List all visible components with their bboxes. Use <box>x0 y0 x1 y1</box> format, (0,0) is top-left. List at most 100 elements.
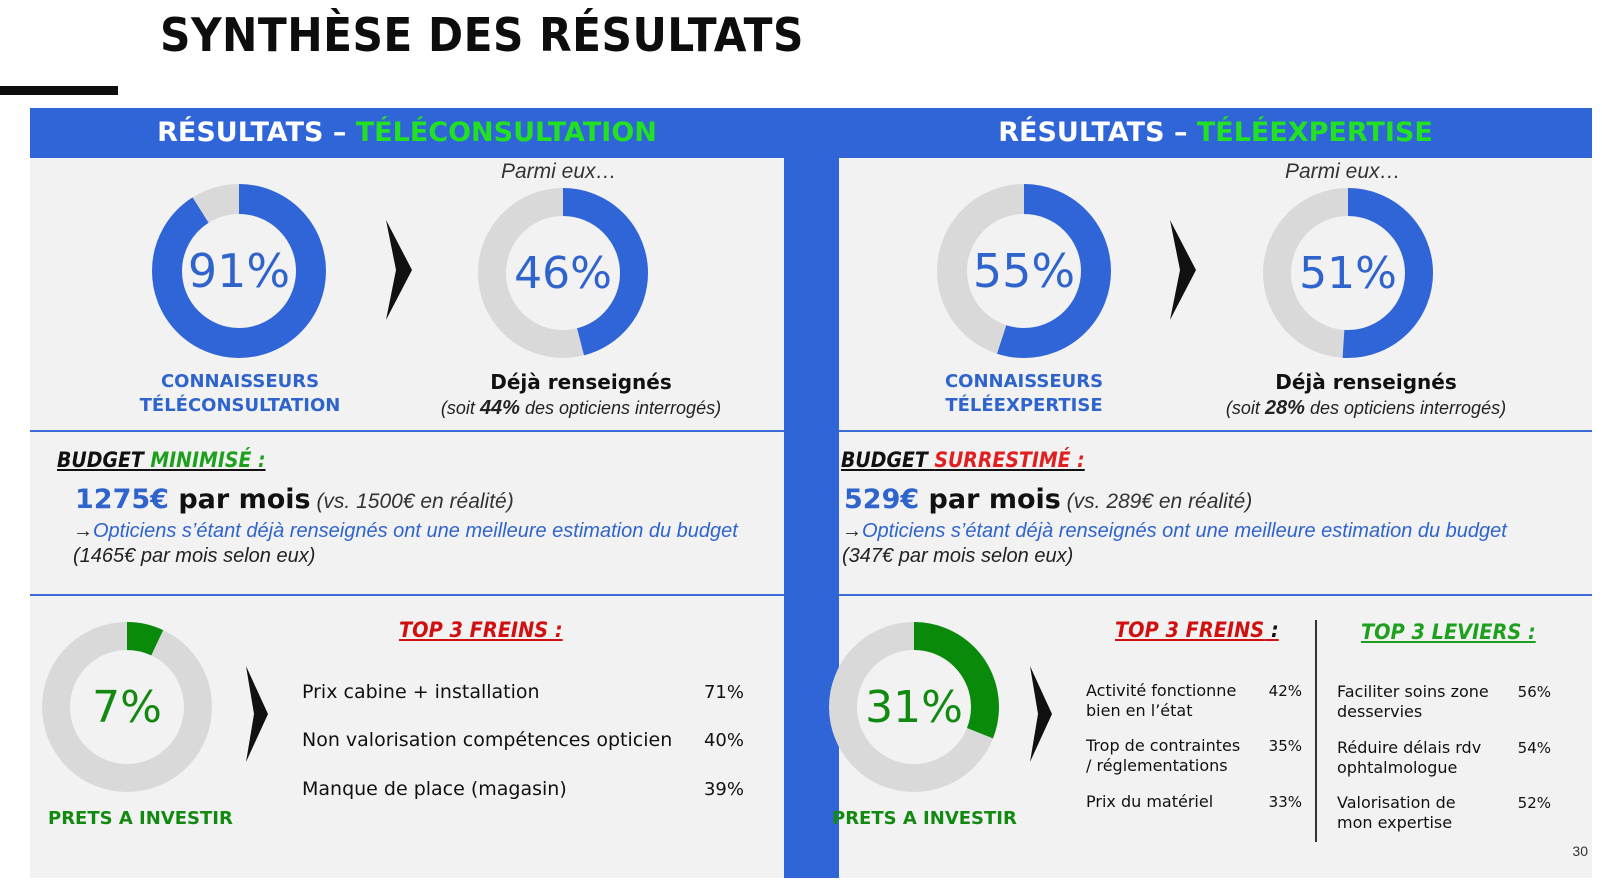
parmi-eux-label: Parmi eux… <box>501 160 617 183</box>
levier-item: Réduire délais rdv ophtalmologue <box>1337 738 1481 778</box>
soit-value: 44% <box>479 397 520 419</box>
donut-ring <box>1263 188 1433 358</box>
budget-note-dark: (1465€ par mois selon eux) <box>73 545 316 567</box>
panel-divider <box>784 108 839 878</box>
levier-item: Faciliter soins zone desservies <box>1337 682 1489 722</box>
donut-ring <box>829 622 999 792</box>
soit-suffix: des opticiens interrogés) <box>1304 398 1507 418</box>
donut-value: 46% <box>514 247 612 299</box>
donut-prets-a-investir: 31% <box>827 620 1001 794</box>
frein-pct: 40% <box>703 730 744 751</box>
caption-line2: TÉLÉEXPERTISE <box>945 395 1103 416</box>
frein-pct: 39% <box>703 779 744 800</box>
donut-fill <box>1263 188 1433 358</box>
frein-label-line1: Activité fonctionne <box>1086 681 1237 700</box>
budget-estimate: 1275€ par mois (vs. 1500€ en réalité) <box>75 484 514 515</box>
donut-fill <box>829 622 999 792</box>
soit-caption: (soit 44% des opticiens interrogés) <box>420 397 742 420</box>
top-freins-title-colon: : <box>1264 618 1279 642</box>
levier-label-line2: ophtalmologue <box>1337 758 1458 777</box>
frein-pct: 71% <box>703 682 744 703</box>
teleexpertise-panel: RÉSULTATS – TÉLÉEXPERTISE 55% CONNAISSEU… <box>829 108 1592 878</box>
donut-connaisseurs: 55% <box>935 182 1113 360</box>
donut-ring <box>42 622 212 792</box>
header-highlight: TÉLÉCONSULTATION <box>355 117 657 148</box>
donut-connaisseurs: 91% <box>150 182 328 360</box>
connaisseurs-caption: CONNAISSEURS TÉLÉEXPERTISE <box>904 370 1144 418</box>
levier-pct: 56% <box>1517 683 1551 701</box>
frein-pct: 42% <box>1268 682 1302 700</box>
levier-label-line2: mon expertise <box>1337 813 1453 832</box>
frein-label: Non valorisation compétences opticien <box>302 729 673 751</box>
frein-label-line2: bien en l’état <box>1086 701 1193 720</box>
top-freins-title: TOP 3 FREINS : <box>399 618 563 642</box>
section-divider <box>30 594 784 596</box>
budget-note-dark: (347€ par mois selon eux) <box>842 545 1074 567</box>
chevron-right-icon <box>1030 666 1052 762</box>
top-freins-title-main: TOP 3 FREINS <box>1115 618 1265 642</box>
budget-vs: (vs. 1500€ en réalité) <box>310 490 514 513</box>
levier-pct: 54% <box>1517 739 1551 757</box>
chevron-right-icon <box>386 220 412 320</box>
budget-title-prefix: BUDGET <box>841 448 935 472</box>
prets-caption: PRETS A INVESTIR <box>832 808 1017 829</box>
header-prefix: RÉSULTATS – <box>157 117 356 148</box>
donut-fill <box>152 184 326 358</box>
budget-title: BUDGET MINIMISÉ : <box>57 448 266 472</box>
soit-value: 28% <box>1264 397 1305 419</box>
frein-pct: 35% <box>1268 737 1302 755</box>
budget-note: →Opticiens s’étant déjà renseignés ont u… <box>842 519 1522 569</box>
page-number: 30 <box>1572 843 1588 859</box>
section-divider <box>839 430 1592 432</box>
teleconsultation-header: RÉSULTATS – TÉLÉCONSULTATION <box>30 108 784 158</box>
budget-note: →Opticiens s’étant déjà renseignés ont u… <box>73 519 753 569</box>
chevron-right-icon <box>246 666 268 762</box>
soit-prefix: (soit <box>1225 398 1265 418</box>
frein-label: Prix cabine + installation <box>302 681 540 703</box>
frein-item: Activité fonctionne bien en l’état <box>1086 681 1236 721</box>
header-prefix: RÉSULTATS – <box>998 117 1197 148</box>
budget-amount: 1275€ <box>75 484 169 515</box>
header-highlight: TÉLÉEXPERTISE <box>1196 117 1433 148</box>
connaisseurs-caption: CONNAISSEURS TÉLÉCONSULTATION <box>120 370 360 418</box>
column-separator <box>1315 620 1317 842</box>
donut-fill <box>937 184 1111 358</box>
donut-value: 7% <box>92 681 162 733</box>
deja-renseignes-caption: Déjà renseignés <box>1275 370 1457 394</box>
teleexpertise-header: RÉSULTATS – TÉLÉEXPERTISE <box>839 108 1592 158</box>
frein-label-line1: Trop de contraintes <box>1086 736 1241 755</box>
budget-title-highlight: SURRESTIMÉ : <box>934 448 1085 472</box>
frein-pct: 33% <box>1268 793 1302 811</box>
soit-prefix: (soit <box>440 398 480 418</box>
budget-amount: 529€ <box>844 484 920 515</box>
donut-value: 31% <box>865 681 963 733</box>
prets-caption: PRETS A INVESTIR <box>48 808 233 829</box>
donut-value: 91% <box>187 244 291 298</box>
frein-item: Prix du matériel <box>1086 792 1213 812</box>
frein-label-line2: / réglementations <box>1086 756 1228 775</box>
levier-pct: 52% <box>1517 794 1551 812</box>
top-leviers-title: TOP 3 LEVIERS : <box>1361 620 1536 644</box>
budget-per-month: par mois <box>168 484 311 515</box>
levier-label-line2: desservies <box>1337 702 1423 721</box>
levier-label-line1: Réduire délais rdv <box>1337 738 1482 757</box>
title-underline-bar <box>0 86 118 95</box>
donut-prets-a-investir: 7% <box>40 620 214 794</box>
levier-label-line1: Faciliter soins zone <box>1337 682 1489 701</box>
deja-renseignes-caption: Déjà renseignés <box>490 370 672 394</box>
budget-note-blue: Opticiens s’étant déjà renseignés ont un… <box>93 520 738 542</box>
arrow-right-icon: → <box>842 520 862 542</box>
budget-title-highlight: MINIMISÉ : <box>150 448 266 472</box>
soit-suffix: des opticiens interrogés) <box>519 398 722 418</box>
top-freins-title: TOP 3 FREINS : <box>1115 618 1279 642</box>
parmi-eux-label: Parmi eux… <box>1285 160 1401 183</box>
donut-ring <box>937 184 1111 358</box>
chevron-right-icon <box>1170 220 1196 320</box>
soit-caption: (soit 28% des opticiens interrogés) <box>1205 397 1527 420</box>
levier-item: Valorisation de mon expertise <box>1337 793 1456 833</box>
budget-vs: (vs. 289€ en réalité) <box>1060 490 1253 513</box>
levier-label-line1: Valorisation de <box>1337 793 1456 812</box>
donut-deja-renseignes: 46% <box>476 186 650 360</box>
frein-item: Trop de contraintes / réglementations <box>1086 736 1240 776</box>
donut-ring <box>478 188 648 358</box>
